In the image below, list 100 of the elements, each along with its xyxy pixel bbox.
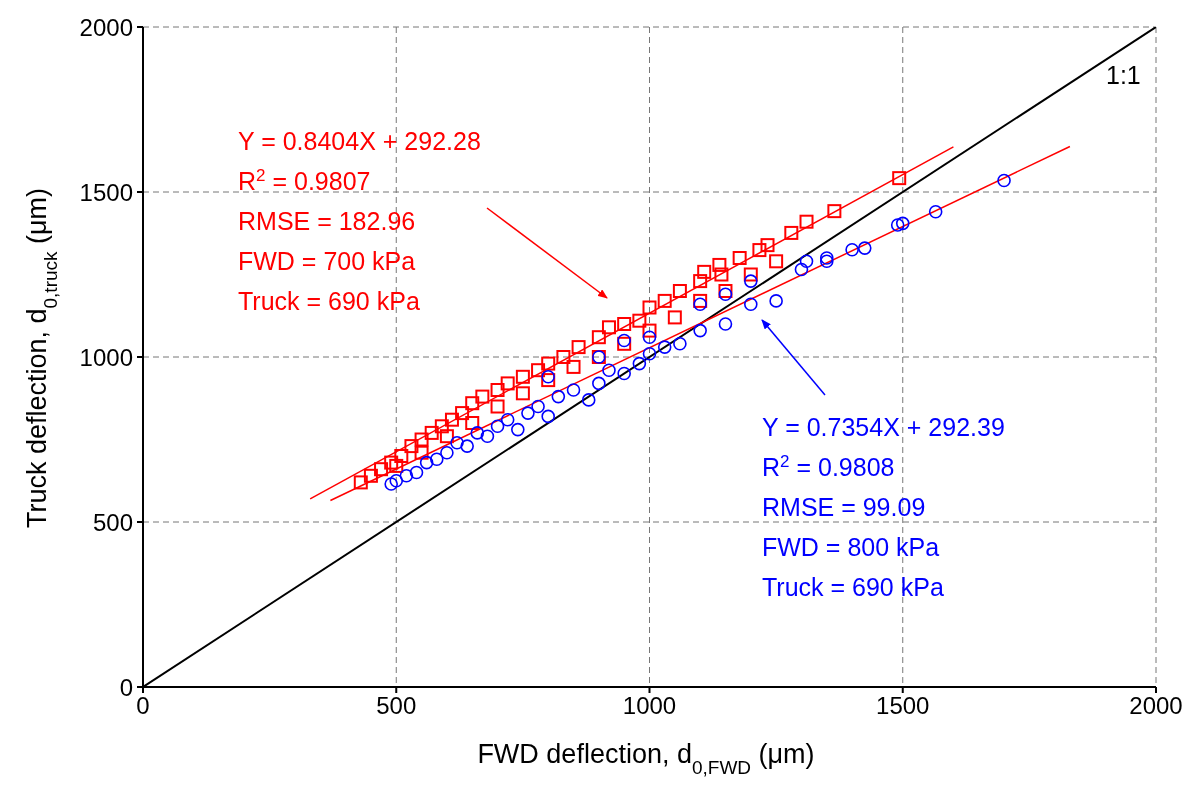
point <box>752 243 767 258</box>
point <box>470 426 485 440</box>
point <box>769 294 783 308</box>
annotation: RMSE = 99.09 <box>762 493 926 521</box>
point <box>657 340 672 354</box>
point <box>500 376 515 391</box>
point <box>419 455 434 470</box>
y-tick-label: 0 <box>119 673 133 701</box>
point <box>819 251 834 265</box>
point <box>845 242 859 257</box>
point <box>490 399 505 414</box>
y-tick-label: 1500 <box>79 178 133 206</box>
point <box>693 274 708 289</box>
point <box>440 445 454 460</box>
y-tick-label: 500 <box>92 508 133 536</box>
annotation: R$^{2}$ = 0.9808 <box>762 451 895 481</box>
point <box>672 284 687 298</box>
point <box>424 425 439 440</box>
point <box>455 406 470 421</box>
annotation: Truck = 690 kPa <box>762 573 944 601</box>
annotation: Y = 0.7354X + 292.39 <box>762 413 1005 441</box>
point <box>465 396 480 411</box>
point <box>511 422 525 437</box>
point <box>541 409 555 424</box>
point <box>521 406 535 420</box>
point <box>414 445 429 460</box>
point <box>480 429 495 443</box>
x-tick-label: 2000 <box>1129 692 1183 720</box>
point <box>718 317 733 331</box>
point <box>997 173 1011 188</box>
point <box>566 383 581 397</box>
x-tick-label: 500 <box>376 692 417 720</box>
point <box>404 439 419 454</box>
point <box>827 204 842 219</box>
annotation: R$^{2}$ = 0.9807 <box>238 165 371 195</box>
point <box>389 458 404 473</box>
x-tick-label: 1500 <box>876 692 930 720</box>
point <box>384 477 398 491</box>
point <box>697 264 712 279</box>
point <box>744 297 758 311</box>
point <box>434 419 449 434</box>
point <box>460 439 474 453</box>
point <box>657 293 672 308</box>
point <box>744 274 758 288</box>
point <box>602 363 616 377</box>
point <box>892 171 907 186</box>
point <box>642 346 657 361</box>
point <box>444 412 459 427</box>
point <box>642 300 657 315</box>
point <box>541 356 556 371</box>
point <box>642 323 657 338</box>
point <box>601 320 616 335</box>
point <box>515 369 530 384</box>
point <box>409 465 424 480</box>
point <box>384 455 399 470</box>
point <box>414 432 429 447</box>
point <box>399 469 414 483</box>
point <box>571 340 586 355</box>
point <box>769 254 784 269</box>
point <box>732 251 747 265</box>
point <box>450 436 464 450</box>
point <box>673 337 687 351</box>
point <box>895 216 910 231</box>
point <box>556 350 571 364</box>
point <box>642 330 657 344</box>
point <box>743 267 758 282</box>
point <box>490 383 505 397</box>
point <box>541 373 556 388</box>
point <box>475 389 490 404</box>
point <box>718 287 733 302</box>
point <box>531 399 545 414</box>
point <box>819 254 834 269</box>
x-tick-label: 1000 <box>622 692 677 720</box>
point <box>857 241 872 255</box>
annotation: Y = 0.8404X + 292.28 <box>238 127 481 155</box>
point <box>363 468 378 483</box>
annotation: FWD = 700 kPa <box>238 247 416 275</box>
point <box>353 475 368 490</box>
point <box>712 257 727 272</box>
point <box>566 359 581 374</box>
point <box>389 473 404 488</box>
point <box>490 419 505 434</box>
annotation: 1:1 <box>1106 61 1141 89</box>
point <box>531 363 546 378</box>
annotation: RMSE = 182.96 <box>238 207 416 235</box>
x-tick-label: 0 <box>136 692 150 720</box>
point <box>465 416 480 430</box>
point <box>928 205 943 219</box>
y-tick-label: 2000 <box>79 13 133 41</box>
point <box>439 429 454 444</box>
point <box>667 310 682 325</box>
point <box>784 225 799 240</box>
annotation: FWD = 800 kPa <box>762 533 940 561</box>
point <box>693 293 708 308</box>
point <box>551 389 566 404</box>
point <box>374 462 389 477</box>
point <box>890 218 905 232</box>
point <box>718 284 733 298</box>
point <box>617 317 632 331</box>
point <box>592 376 606 391</box>
